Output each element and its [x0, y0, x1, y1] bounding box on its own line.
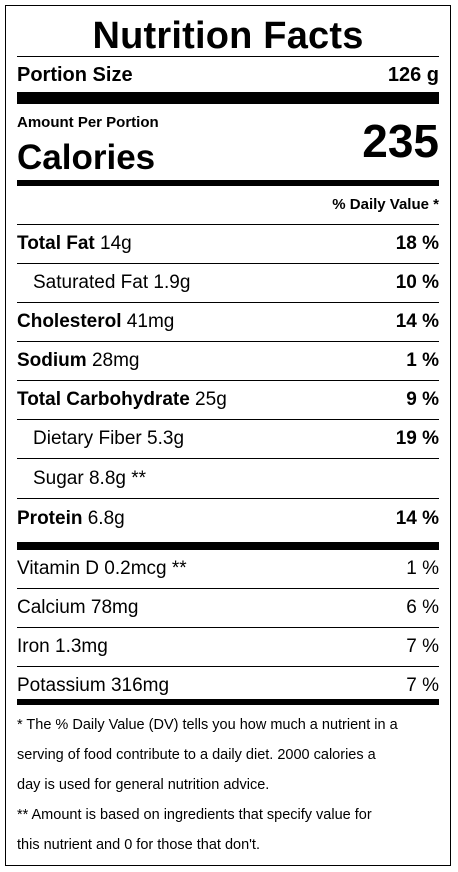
nutrient-label: Total Carbohydrate 25g — [17, 389, 227, 410]
vitamin-label: Calcium 78mg — [17, 597, 139, 618]
nutrient-dv: 19 % — [395, 428, 439, 449]
calories-value: 235 — [362, 115, 439, 167]
nutrient-row-cholesterol: Cholesterol 41mg 14 % — [17, 303, 439, 341]
nutrient-row-total-fat: Total Fat 14g 18 % — [17, 225, 439, 263]
divider — [17, 263, 439, 264]
nutrient-dv: 14 % — [395, 508, 439, 529]
vitamin-dv: 1 % — [406, 558, 439, 579]
portion-size-label: Portion Size — [17, 63, 133, 86]
portion-size-row: Portion Size 126 g — [17, 62, 439, 88]
nutrition-label: Nutrition Facts Portion Size 126 g Amoun… — [5, 5, 451, 866]
vitamin-label: Iron 1.3mg — [17, 636, 108, 657]
footnote-line: day is used for general nutrition advice… — [17, 777, 270, 793]
nutrient-row-protein: Protein 6.8g 14 % — [17, 499, 439, 539]
nutrient-label: Cholesterol 41mg — [17, 311, 175, 332]
calories-divider — [17, 180, 439, 186]
divider — [17, 588, 439, 589]
vitamin-label: Vitamin D 0.2mcg ** — [17, 558, 187, 579]
label-title: Nutrition Facts — [92, 15, 364, 57]
footnote-divider — [17, 699, 439, 705]
vitamin-row-iron: Iron 1.3mg 7 % — [17, 628, 439, 666]
vitamin-label: Potassium 316mg — [17, 675, 170, 696]
thick-divider-top — [17, 92, 439, 104]
divider — [17, 666, 439, 667]
divider — [17, 341, 439, 342]
nutrient-row-dietary-fiber: Dietary Fiber 5.3g 19 % — [17, 420, 439, 458]
footnote-line: serving of food contribute to a daily di… — [17, 747, 376, 763]
thick-divider-vitamins — [17, 542, 439, 550]
nutrient-label: Sodium 28mg — [17, 350, 140, 371]
nutrient-dv: 10 % — [395, 272, 439, 293]
nutrient-dv: 9 % — [406, 389, 439, 410]
footnote-line: this nutrient and 0 for those that don't… — [17, 837, 260, 853]
nutrient-row-saturated-fat: Saturated Fat 1.9g 10 % — [17, 264, 439, 302]
vitamin-row-calcium: Calcium 78mg 6 % — [17, 589, 439, 627]
vitamin-dv: 6 % — [406, 597, 439, 618]
amount-per-portion-label: Amount Per Portion — [17, 114, 159, 131]
divider — [17, 380, 439, 381]
divider — [17, 458, 439, 459]
nutrient-row-total-carbohydrate: Total Carbohydrate 25g 9 % — [17, 381, 439, 419]
divider — [17, 224, 439, 225]
divider — [17, 302, 439, 303]
calories-label: Calories — [17, 138, 156, 177]
vitamin-dv: 7 % — [406, 636, 439, 657]
nutrient-label: Protein 6.8g — [17, 508, 125, 529]
title-divider — [17, 56, 439, 57]
daily-value-header: % Daily Value * — [332, 196, 439, 213]
nutrient-label: Saturated Fat 1.9g — [33, 272, 191, 293]
nutrient-label: Dietary Fiber 5.3g — [33, 428, 185, 449]
vitamin-row-vitamin-d: Vitamin D 0.2mcg ** 1 % — [17, 550, 439, 588]
divider — [17, 627, 439, 628]
nutrient-row-sugar: Sugar 8.8g ** — [17, 459, 439, 498]
nutrient-dv: 18 % — [395, 233, 439, 254]
portion-size-value: 126 g — [387, 63, 439, 86]
vitamin-dv: 7 % — [406, 675, 439, 696]
nutrient-label: Total Fat 14g — [17, 233, 132, 254]
nutrient-label: Sugar 8.8g ** — [33, 467, 147, 489]
divider — [17, 498, 439, 499]
divider — [17, 419, 439, 420]
nutrient-dv: 14 % — [395, 311, 439, 332]
footnote-line: ** Amount is based on ingredients that s… — [17, 807, 372, 823]
nutrient-row-sodium: Sodium 28mg 1 % — [17, 342, 439, 380]
footnote-line: * The % Daily Value (DV) tells you how m… — [17, 717, 398, 733]
nutrient-dv: 1 % — [406, 350, 439, 371]
vitamin-row-potassium: Potassium 316mg 7 % — [17, 667, 439, 705]
